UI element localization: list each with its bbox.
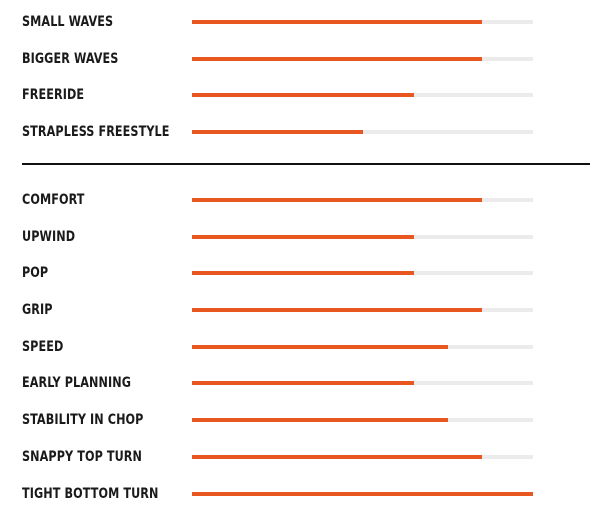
rating-label: UPWIND xyxy=(22,229,76,245)
rating-fill xyxy=(192,235,414,239)
rating-track xyxy=(192,198,533,202)
rating-row-stability-in-chop: STABILITY IN CHOP xyxy=(0,410,606,430)
rating-fill xyxy=(192,345,448,349)
rating-row-pop: POP xyxy=(0,263,606,283)
rating-track xyxy=(192,93,533,97)
rating-track xyxy=(192,381,533,385)
rating-row-bigger-waves: BIGGER WAVES xyxy=(0,49,606,69)
rating-fill xyxy=(192,198,482,202)
rating-row-upwind: UPWIND xyxy=(0,227,606,247)
rating-track xyxy=(192,20,533,24)
rating-row-grip: GRIP xyxy=(0,300,606,320)
rating-row-tight-bottom-turn: TIGHT BOTTOM TURN xyxy=(0,484,606,504)
rating-track xyxy=(192,345,533,349)
rating-label: EARLY PLANNING xyxy=(22,375,132,391)
rating-row-comfort: COMFORT xyxy=(0,190,606,210)
rating-fill xyxy=(192,20,482,24)
rating-fill xyxy=(192,492,533,496)
rating-track xyxy=(192,418,533,422)
rating-label: SPEED xyxy=(22,339,64,355)
section-divider xyxy=(22,163,590,165)
rating-label: FREERIDE xyxy=(22,87,85,103)
rating-label: POP xyxy=(22,265,49,281)
rating-fill xyxy=(192,308,482,312)
rating-track xyxy=(192,57,533,61)
rating-track xyxy=(192,130,533,134)
rating-fill xyxy=(192,455,482,459)
rating-fill xyxy=(192,93,414,97)
rating-label: STRAPLESS FREESTYLE xyxy=(22,124,170,140)
rating-fill xyxy=(192,57,482,61)
rating-row-early-planning: EARLY PLANNING xyxy=(0,373,606,393)
rating-fill xyxy=(192,381,414,385)
rating-track xyxy=(192,455,533,459)
rating-row-snappy-top-turn: SNAPPY TOP TURN xyxy=(0,447,606,467)
rating-label: BIGGER WAVES xyxy=(22,51,119,67)
rating-fill xyxy=(192,271,414,275)
rating-row-freeride: FREERIDE xyxy=(0,85,606,105)
rating-label: SNAPPY TOP TURN xyxy=(22,449,143,465)
rating-row-strapless-freestyle: STRAPLESS FREESTYLE xyxy=(0,122,606,142)
rating-row-small-waves: SMALL WAVES xyxy=(0,12,606,32)
rating-label: COMFORT xyxy=(22,192,85,208)
rating-row-speed: SPEED xyxy=(0,337,606,357)
rating-label: STABILITY IN CHOP xyxy=(22,412,144,428)
rating-track xyxy=(192,235,533,239)
rating-fill xyxy=(192,130,363,134)
rating-track xyxy=(192,308,533,312)
rating-label: TIGHT BOTTOM TURN xyxy=(22,486,159,502)
rating-fill xyxy=(192,418,448,422)
rating-label: SMALL WAVES xyxy=(22,14,114,30)
rating-track xyxy=(192,492,533,496)
rating-track xyxy=(192,271,533,275)
rating-label: GRIP xyxy=(22,302,53,318)
